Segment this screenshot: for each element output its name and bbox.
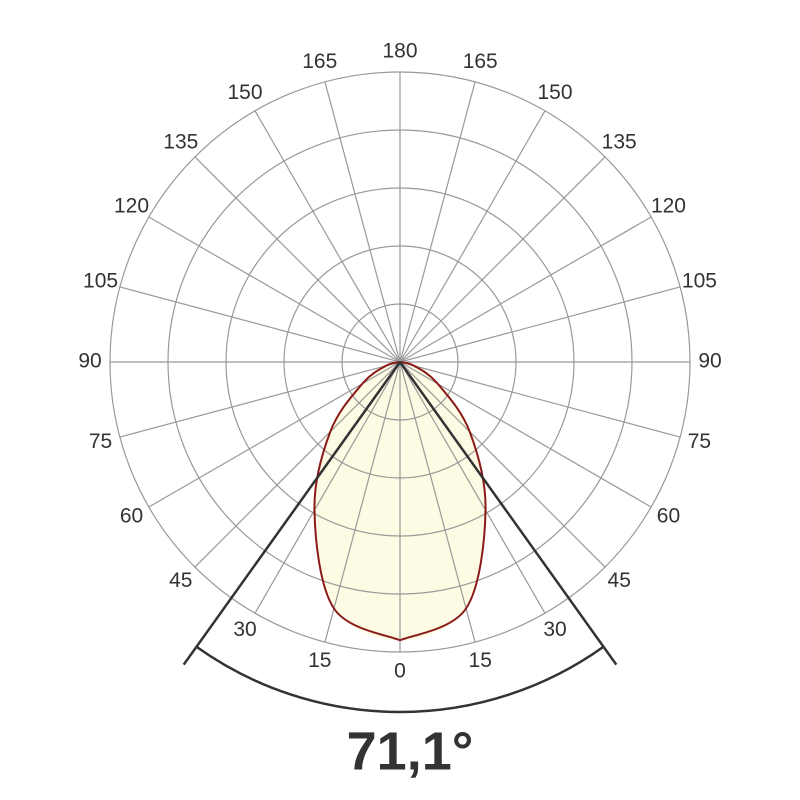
angle-label: 30 bbox=[233, 618, 256, 641]
grid-spoke bbox=[399, 110, 546, 363]
angle-label: 135 bbox=[163, 130, 198, 153]
grid-spoke bbox=[399, 156, 606, 363]
angle-label: 15 bbox=[308, 649, 331, 672]
angle-label: 15 bbox=[469, 649, 492, 672]
angle-label: 60 bbox=[120, 505, 143, 528]
angle-label: 165 bbox=[302, 50, 337, 73]
grid-spoke bbox=[148, 216, 401, 363]
angle-label: 90 bbox=[78, 350, 101, 373]
grid-spoke bbox=[324, 361, 401, 643]
grid-spoke bbox=[148, 361, 401, 508]
angle-label: 75 bbox=[688, 430, 711, 453]
angle-label: 45 bbox=[169, 569, 192, 592]
angle-label: 45 bbox=[608, 569, 631, 592]
angle-label: 0 bbox=[394, 660, 406, 683]
grid-spoke bbox=[399, 81, 476, 363]
angle-label: 120 bbox=[651, 195, 686, 218]
angle-label: 105 bbox=[682, 269, 717, 292]
grid-spoke bbox=[254, 361, 401, 614]
angle-label: 105 bbox=[83, 269, 118, 292]
curve bbox=[313, 361, 401, 642]
angle-label: 150 bbox=[227, 81, 262, 104]
grid-spoke bbox=[119, 361, 401, 438]
angle-label: 30 bbox=[543, 618, 566, 641]
grid-spoke bbox=[399, 361, 546, 614]
beam-line bbox=[398, 361, 618, 666]
grid-spoke bbox=[399, 361, 476, 643]
angle-label: 75 bbox=[89, 430, 112, 453]
grid-spoke bbox=[399, 216, 652, 363]
beam-arc bbox=[195, 645, 605, 714]
grid-spoke bbox=[194, 361, 401, 568]
grid-spoke bbox=[324, 81, 401, 363]
grid-spoke bbox=[399, 361, 681, 438]
beam-line bbox=[182, 361, 402, 666]
curve bbox=[399, 361, 487, 642]
grid-spoke bbox=[254, 110, 401, 363]
grid-spoke bbox=[194, 156, 401, 363]
grid-spoke bbox=[399, 286, 681, 363]
angle-label: 90 bbox=[698, 350, 721, 373]
angle-label: 60 bbox=[657, 505, 680, 528]
angle-label: 165 bbox=[463, 50, 498, 73]
grid-spoke bbox=[399, 361, 606, 568]
angle-label: 120 bbox=[114, 195, 149, 218]
grid-spoke bbox=[399, 361, 652, 508]
angle-label: 150 bbox=[537, 81, 572, 104]
angle-label: 180 bbox=[382, 40, 417, 63]
beam-angle-label: 71,1° bbox=[347, 721, 474, 781]
angle-label: 135 bbox=[602, 130, 637, 153]
grid-spoke bbox=[119, 286, 401, 363]
